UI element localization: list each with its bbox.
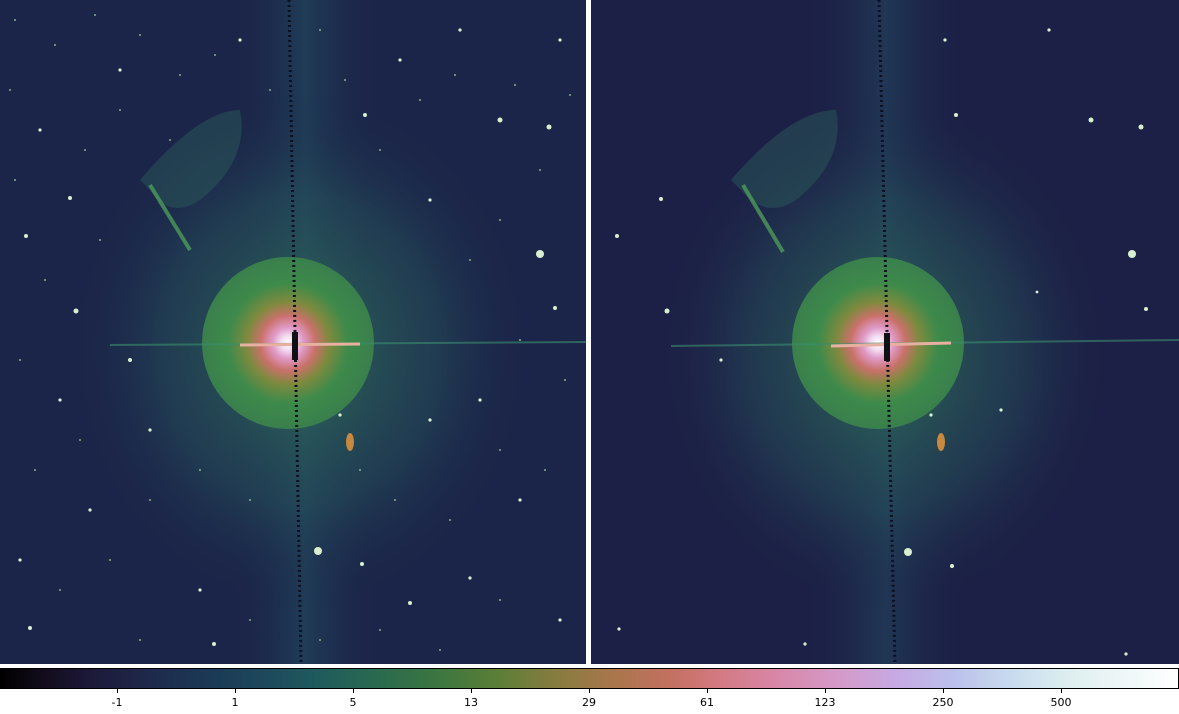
right-image-svg <box>591 0 1179 664</box>
colorbar-tick-label: 500 <box>1050 696 1072 709</box>
colorbar-tick <box>707 689 708 693</box>
colorbar-tick-label: 1 <box>231 696 239 709</box>
colorbar-tick-label: 13 <box>464 696 478 709</box>
colorbar-tick-label: 61 <box>700 696 714 709</box>
colorbar-tick <box>943 689 944 693</box>
colorbar-tick <box>589 689 590 693</box>
left-image-panel <box>0 0 586 664</box>
colorbar-tick <box>353 689 354 693</box>
colorbar-tick-label: 123 <box>814 696 836 709</box>
colorbar-tick <box>1061 689 1062 693</box>
colorbar-tick-label: 29 <box>582 696 596 709</box>
left-image-svg <box>0 0 586 664</box>
colorbar-gradient <box>0 668 1179 689</box>
colorbar-tick <box>235 689 236 693</box>
colorbar-tick <box>471 689 472 693</box>
colorbar-tick-label: -1 <box>111 696 123 709</box>
colorbar: -1 1 5 13 29 61 123 250 500 <box>0 668 1179 714</box>
colorbar-tick <box>825 689 826 693</box>
colorbar-tick-label: 5 <box>349 696 357 709</box>
colorbar-ticks: -1 1 5 13 29 61 123 250 500 <box>0 689 1179 711</box>
colorbar-tick-label: 250 <box>932 696 954 709</box>
colorbar-tick <box>117 689 118 693</box>
right-image-panel <box>591 0 1179 664</box>
